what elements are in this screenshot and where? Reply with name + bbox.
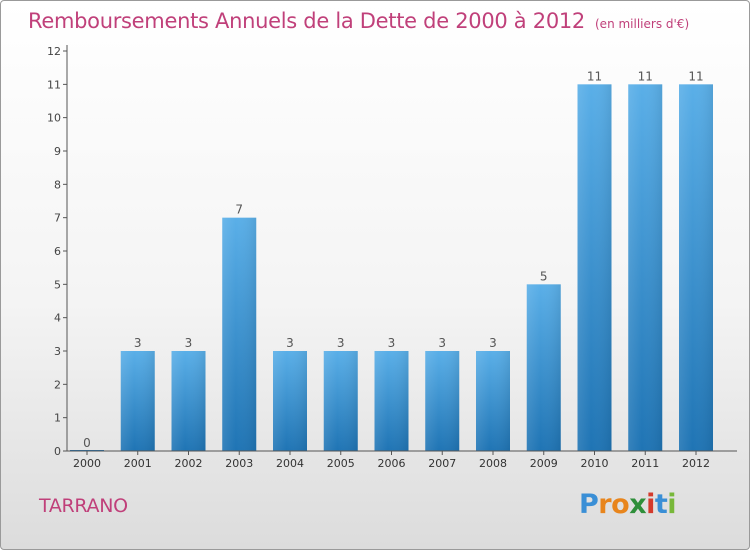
y-tick-label: 9 [54,145,61,158]
bar-value-label: 3 [286,336,294,350]
logo-letter: t [654,489,668,520]
y-tick-label: 12 [47,45,61,58]
logo-letter: P [579,489,599,520]
bar-value-label: 3 [489,336,497,350]
x-axis: 2000 2001 2002 2003 2004 2005 2006 2007 2008 2009… [67,450,737,470]
logo-letter: x [629,489,647,520]
y-tick-label: 1 [54,412,61,425]
x-tick-label: 2006 [378,457,406,470]
bar-value-label: 3 [388,336,396,350]
bar-shade [120,351,155,451]
bar-value-label: 3 [185,336,193,350]
y-tick-label: 6 [54,245,61,258]
chart-title: Remboursements Annuels de la Dette de 20… [28,9,689,33]
bar-shade [374,351,409,451]
bar-value-label: 11 [587,69,602,83]
x-tick-label: 2003 [225,457,253,470]
bar-shade [222,217,257,451]
bar-shade [323,351,358,451]
bar-value-label: 3 [438,336,446,350]
y-tick-label: 5 [54,278,61,291]
bar-shade [476,351,510,451]
bar-shade [526,284,561,451]
x-tick-label: 2004 [276,457,304,470]
bar-value-label: 11 [638,69,653,83]
commune-name: TARRANO [39,495,128,517]
y-tick-label: 0 [54,445,61,458]
bar-shade [171,351,206,451]
y-tick-label: 7 [54,212,61,225]
bar-value-label: 5 [540,269,548,283]
bar-shade [577,84,612,451]
logo-letter: r [598,489,612,520]
chart-subtitle: (en milliers d'€) [595,17,690,31]
bar-shade [273,351,307,451]
x-tick-label: 2005 [327,457,355,470]
proxiti-logo[interactable]: Proxiti [579,489,677,520]
x-tick-label: 2000 [73,457,101,470]
y-tick-label: 3 [54,345,61,358]
x-tick-label: 2008 [479,457,507,470]
x-tick-label: 2011 [631,457,659,470]
bar-shade [425,351,460,451]
bar-shade [628,84,663,451]
bar-shade [679,84,713,451]
y-tick-label: 11 [47,78,61,91]
bar-value-label: 3 [337,336,345,350]
bar-value-label: 7 [235,203,243,217]
bars: 0 3 3 7 3 3 3 3 3 5 11 11 11 [70,69,713,451]
x-tick-label: 2007 [428,457,456,470]
y-tick-label: 8 [54,178,61,191]
bar-value-label: 3 [134,336,142,350]
bar-value-label: 11 [688,69,703,83]
x-tick-label: 2001 [124,457,152,470]
x-tick-label: 2010 [581,457,609,470]
x-tick-label: 2012 [682,457,710,470]
logo-letter: i [646,489,655,520]
x-tick-label: 2009 [530,457,558,470]
x-tick-label: 2002 [175,457,203,470]
logo-letter: o [611,489,630,520]
chart-title-text: Remboursements Annuels de la Dette de 20… [28,9,585,33]
y-tick-label: 4 [54,312,61,325]
bar-value-label: 0 [83,436,91,450]
logo-letter: i [667,489,677,520]
y-tick-label: 2 [54,378,61,391]
y-tick-label: 10 [47,112,61,125]
